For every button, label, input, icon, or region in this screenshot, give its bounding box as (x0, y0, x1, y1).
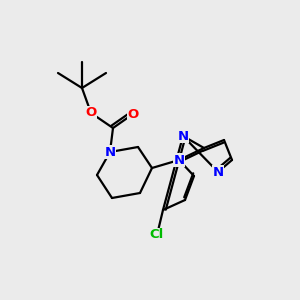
Text: N: N (212, 166, 224, 178)
Text: N: N (173, 154, 184, 166)
Text: N: N (104, 146, 116, 158)
Text: O: O (128, 107, 139, 121)
Text: Cl: Cl (150, 229, 164, 242)
Text: N: N (177, 130, 189, 142)
Text: O: O (85, 106, 97, 119)
